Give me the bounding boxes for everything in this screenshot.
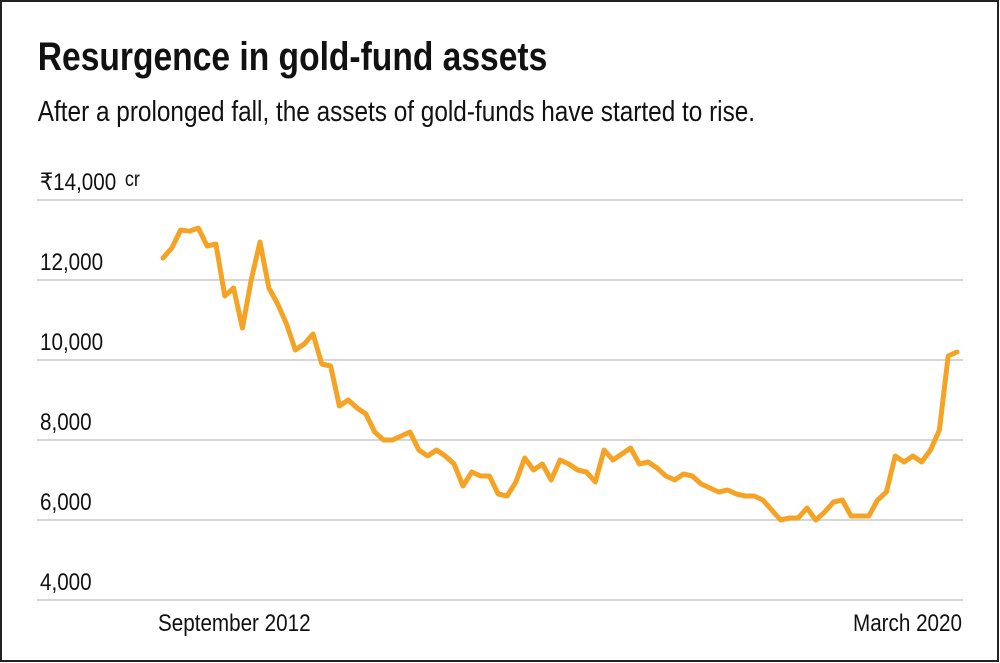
label-group: 4,000 6,000 8,000 10,000 12,000 ₹14,000 cr Sept… (40, 168, 962, 637)
y-tick-label: 12,000 (40, 249, 103, 276)
chart-subtitle: After a prolonged fall, the assets of go… (38, 95, 755, 127)
chart-title: Resurgence in gold-fund assets (38, 34, 547, 78)
y-tick-label: ₹14,000 (40, 169, 116, 196)
title-group: Resurgence in gold-fund assets After a p… (38, 34, 755, 127)
y-tick-label: 4,000 (40, 569, 92, 596)
y-unit: cr (125, 168, 140, 192)
x-tick-label: September 2012 (158, 610, 311, 637)
y-tick-label: 8,000 (40, 409, 92, 436)
y-tick-label: 10,000 (40, 329, 103, 356)
data-line (160, 225, 960, 523)
x-tick-label: March 2020 (853, 610, 962, 637)
y-tick-label: 6,000 (40, 489, 92, 516)
